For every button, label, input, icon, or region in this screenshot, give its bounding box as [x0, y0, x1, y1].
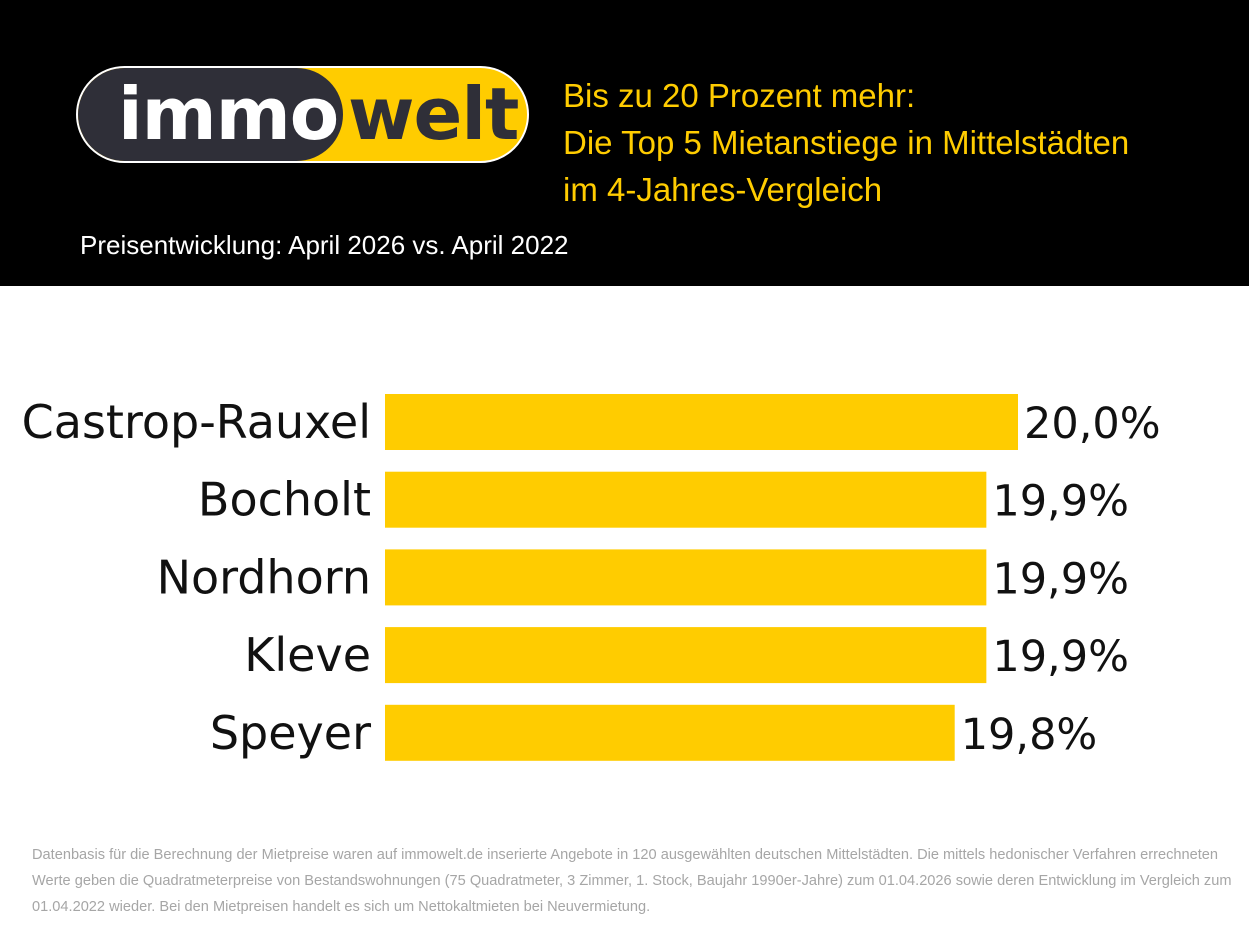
- title-line-1: Bis zu 20 Prozent mehr:: [563, 77, 916, 114]
- title-line-2: Die Top 5 Mietanstiege in Mittelstädten: [563, 124, 1130, 161]
- category-label: Castrop-Rauxel: [22, 395, 371, 449]
- category-label: Kleve: [244, 628, 371, 682]
- bar-castrop-rauxel: [385, 394, 1018, 450]
- category-label: Speyer: [210, 706, 371, 760]
- value-label: 19,9%: [992, 632, 1129, 682]
- logo-text-welt: welt: [348, 72, 519, 156]
- bar-speyer: [385, 704, 955, 761]
- value-label: 19,8%: [961, 710, 1098, 760]
- bar-kleve: [385, 627, 987, 684]
- category-label: Nordhorn: [157, 550, 371, 604]
- footnote: Datenbasis für die Berechnung der Mietpr…: [32, 847, 1232, 915]
- value-label: 19,9%: [992, 554, 1129, 604]
- category-label: Bocholt: [198, 473, 371, 527]
- value-label: 19,9%: [992, 477, 1129, 527]
- chart-title: Bis zu 20 Prozent mehr: Die Top 5 Mietan…: [563, 72, 1129, 213]
- value-label: 20,0%: [1024, 399, 1161, 449]
- bar-nordhorn: [385, 549, 987, 606]
- chart-subtitle: Preisentwicklung: April 2026 vs. April 2…: [80, 230, 569, 260]
- bar-bocholt: [385, 471, 987, 528]
- title-line-3: im 4-Jahres-Vergleich: [563, 171, 883, 208]
- bar-chart: Castrop-Rauxel 20,0% Bocholt 19,9% Nordhorn 1…: [22, 394, 1161, 761]
- logo-text-immo: immo: [118, 72, 339, 156]
- logo-dark-segment: [78, 68, 343, 161]
- header: immo welt Bis zu 20 Prozent mehr: Die To…: [0, 0, 1249, 286]
- immowelt-logo: immo welt: [76, 66, 529, 163]
